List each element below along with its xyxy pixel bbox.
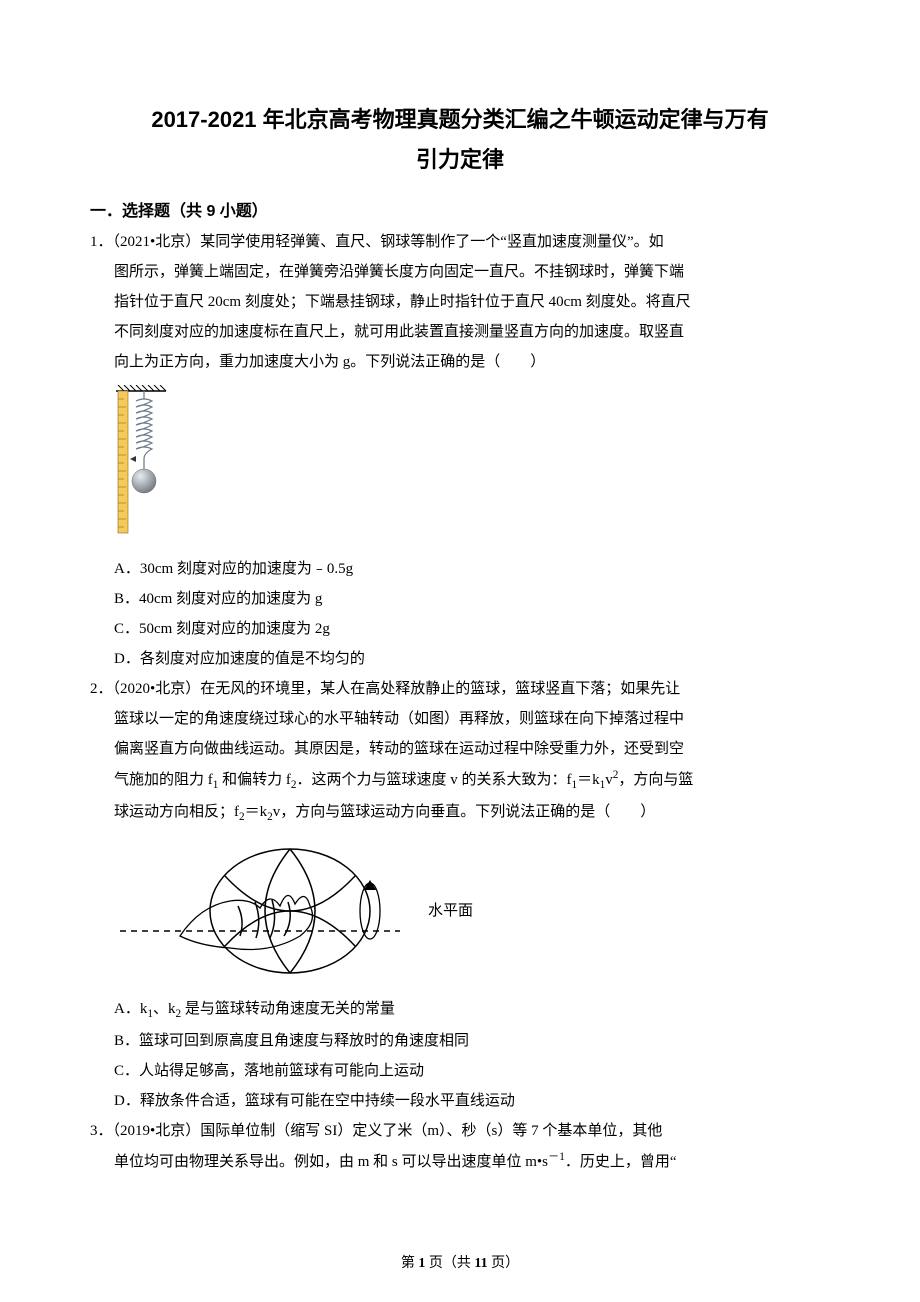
q3-number: 3． [90, 1123, 113, 1139]
q2-option-c: C．人站得足够高，落地前篮球有可能向上运动 [114, 1056, 830, 1086]
q1-stem-a: 某同学使用轻弹簧、直尺、钢球等制作了一个“竖直加速度测量仪”。如 [200, 234, 663, 250]
q2-figure: 水平面 [120, 836, 830, 986]
q1-option-c: C．50cm 刻度对应的加速度为 2g [114, 614, 830, 644]
page-title-line2: 引力定律 [90, 140, 830, 180]
q2-number: 2． [90, 681, 113, 697]
q1-number: 1． [90, 234, 113, 250]
q2-stem-a: 在无风的环境里，某人在高处释放静止的篮球，篮球竖直下落；如果先让 [200, 681, 680, 697]
q3-source: （2019•北京） [113, 1123, 201, 1139]
q2-line4: 气施加的阻力 f1 和偏转力 f2．这两个力与篮球速度 v 的关系大致为：f1＝… [114, 764, 830, 797]
footer-total-pages: 11 [474, 1256, 487, 1271]
q2-figure-label: 水平面 [428, 896, 473, 926]
page-footer: 第 1 页（共 11 页） [0, 1252, 920, 1272]
question-2: 2．（2020•北京）在无风的环境里，某人在高处释放静止的篮球，篮球竖直下落；如… [90, 674, 830, 1116]
q1-option-a: A．30cm 刻度对应的加速度为﹣0.5g [114, 554, 830, 584]
q1-source: （2021•北京） [113, 234, 201, 250]
q2-line3: 偏离竖直方向做曲线运动。其原因是，转动的篮球在运动过程中除受重力外，还受到空 [114, 734, 830, 764]
q1-option-b: B．40cm 刻度对应的加速度为 g [114, 584, 830, 614]
question-1: 1．（2021•北京）某同学使用轻弹簧、直尺、钢球等制作了一个“竖直加速度测量仪… [90, 227, 830, 674]
q1-line4: 不同刻度对应的加速度标在直尺上，就可用此装置直接测量竖直方向的加速度。取竖直 [114, 317, 830, 347]
section-heading: 一．选择题（共 9 小题） [90, 197, 830, 221]
spring-ruler-icon [114, 385, 168, 535]
q1-figure [114, 385, 830, 546]
q2-option-a: A．k1、k2 是与篮球转动角速度无关的常量 [114, 994, 830, 1026]
q2-option-b: B．篮球可回到原高度且角速度与释放时的角速度相同 [114, 1026, 830, 1056]
q3-stem-a: 国际单位制（缩写 SI）定义了米（m）、秒（s）等 7 个基本单位，其他 [200, 1123, 662, 1139]
q1-options: A．30cm 刻度对应的加速度为﹣0.5g B．40cm 刻度对应的加速度为 g… [90, 554, 830, 674]
q2-line5: 球运动方向相反；f2＝k2v，方向与篮球运动方向垂直。下列说法正确的是（ ） [114, 797, 830, 829]
q2-source: （2020•北京） [113, 681, 201, 697]
q2-line2: 篮球以一定的角速度绕过球心的水平轴转动（如图）再释放，则篮球在向下掉落过程中 [114, 704, 830, 734]
page-title-line1: 2017-2021 年北京高考物理真题分类汇编之牛顿运动定律与万有 [90, 100, 830, 140]
q2-options: A．k1、k2 是与篮球转动角速度无关的常量 B．篮球可回到原高度且角速度与释放… [90, 994, 830, 1116]
q1-line2: 图所示，弹簧上端固定，在弹簧旁沿弹簧长度方向固定一直尺。不挂钢球时，弹簧下端 [114, 257, 830, 287]
q1-line3: 指针位于直尺 20cm 刻度处；下端悬挂钢球，静止时指针位于直尺 40cm 刻度… [114, 287, 830, 317]
q2-option-d: D．释放条件合适，篮球有可能在空中持续一段水平直线运动 [114, 1086, 830, 1116]
q1-line5: 向上为正方向，重力加速度大小为 g。下列说法正确的是（ ） [114, 347, 830, 377]
q3-line2: 单位均可由物理关系导出。例如，由 m 和 s 可以导出速度单位 m•s－1．历史… [114, 1146, 830, 1177]
basketball-hand-icon [120, 836, 420, 986]
question-3: 3．（2019•北京）国际单位制（缩写 SI）定义了米（m）、秒（s）等 7 个… [90, 1116, 830, 1177]
q1-option-d: D．各刻度对应加速度的值是不均匀的 [114, 644, 830, 674]
